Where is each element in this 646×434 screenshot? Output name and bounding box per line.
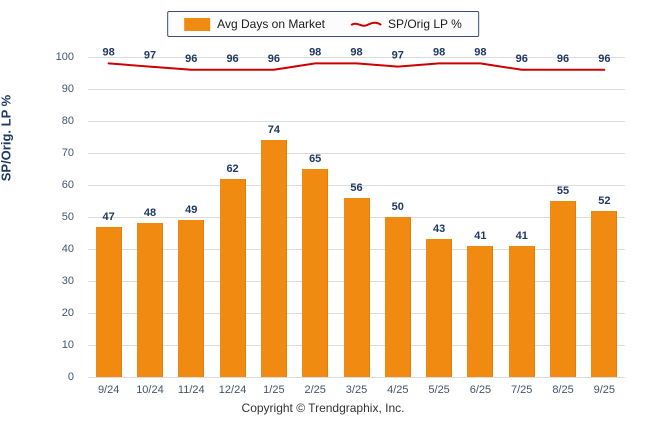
y-tick-label: 90 bbox=[61, 83, 74, 95]
bar-10/24 bbox=[136, 223, 163, 377]
bar-value-label: 52 bbox=[598, 194, 611, 207]
bar-4/25 bbox=[384, 217, 411, 377]
gridline bbox=[88, 121, 625, 122]
x-tick-label: 3/25 bbox=[345, 384, 368, 396]
bar-value-label: 56 bbox=[350, 181, 363, 194]
y-tick-label: 10 bbox=[61, 339, 74, 351]
y-axis: 0 10 20 30 40 50 60 70 80 90 100 bbox=[40, 51, 82, 383]
gridline bbox=[88, 377, 625, 378]
bar-6/25 bbox=[467, 245, 494, 377]
bar-1/25 bbox=[260, 140, 287, 377]
line-value-label: 98 bbox=[433, 46, 445, 58]
bar-9/24 bbox=[95, 226, 122, 377]
line-value-label: 96 bbox=[516, 53, 528, 65]
bar-12/24 bbox=[219, 178, 246, 377]
line-value-label: 96 bbox=[598, 53, 610, 65]
x-tick-label: 6/25 bbox=[469, 384, 492, 396]
x-tick-label: 9/24 bbox=[97, 384, 120, 396]
bar-11/24 bbox=[178, 220, 205, 377]
x-tick-label: 5/25 bbox=[428, 384, 450, 396]
x-tick-label: 12/24 bbox=[218, 384, 247, 396]
line-value-label: 98 bbox=[474, 46, 486, 58]
x-tick-label: 11/24 bbox=[177, 384, 205, 396]
y-tick-label: 0 bbox=[67, 371, 74, 383]
y-tick-label: 40 bbox=[61, 243, 74, 255]
line-value-label: 96 bbox=[268, 53, 280, 65]
legend-bar-label: Avg Days on Market bbox=[217, 17, 326, 31]
bar-value-label: 62 bbox=[226, 162, 239, 175]
legend-line-label: SP/Orig LP % bbox=[388, 17, 462, 31]
bar-value-label: 47 bbox=[102, 210, 115, 223]
bar-value-label: 43 bbox=[432, 223, 446, 236]
bar-swatch-icon bbox=[184, 17, 211, 31]
x-tick-label: 4/25 bbox=[387, 384, 409, 396]
legend: Avg Days on Market SP/Orig LP % bbox=[167, 11, 479, 37]
bar-9/25 bbox=[591, 210, 618, 377]
y-tick-label: 80 bbox=[61, 115, 74, 127]
gridline bbox=[88, 89, 625, 90]
bar-value-label: 55 bbox=[556, 185, 570, 197]
line-value-label: 97 bbox=[392, 50, 404, 62]
y-axis-title: SP/Orig. LP % bbox=[0, 94, 14, 182]
y-tick-label: 60 bbox=[61, 179, 74, 191]
x-tick-label: 9/25 bbox=[593, 384, 616, 396]
plot-area: 47 9/24 48 10/24 49 11/24 62 12/24 74 1/25 65 2/25 5… bbox=[88, 46, 625, 396]
y-tick-label: 20 bbox=[61, 307, 74, 319]
trend-line-layer: 98 97 96 96 96 98 98 97 98 98 96 96 96 bbox=[103, 46, 610, 71]
line-value-label: 97 bbox=[144, 50, 156, 62]
trend-line bbox=[107, 62, 606, 71]
bar-value-label: 41 bbox=[474, 229, 487, 242]
line-value-label: 98 bbox=[350, 46, 362, 58]
x-tick-label: 1/25 bbox=[263, 384, 285, 396]
bar-value-label: 74 bbox=[267, 124, 280, 137]
line-value-label: 96 bbox=[557, 53, 569, 65]
line-value-label: 96 bbox=[226, 53, 238, 65]
x-tick-label: 2/25 bbox=[304, 384, 326, 396]
bar-value-label: 41 bbox=[515, 229, 528, 242]
bar-value-label: 49 bbox=[185, 204, 198, 217]
legend-item-bar: Avg Days on Market bbox=[184, 17, 325, 31]
gridline bbox=[88, 153, 625, 154]
bar-5/25 bbox=[426, 239, 453, 377]
bar-2/25 bbox=[302, 169, 329, 377]
line-value-label: 98 bbox=[103, 46, 115, 58]
gridline bbox=[88, 57, 625, 58]
bar-8/25 bbox=[550, 201, 577, 377]
x-tick-label: 7/25 bbox=[511, 384, 533, 396]
y-tick-label: 50 bbox=[61, 211, 74, 223]
line-value-label: 96 bbox=[185, 53, 197, 65]
bar-value-label: 50 bbox=[391, 201, 404, 213]
y-tick-label: 70 bbox=[61, 147, 74, 159]
x-tick-label: 10/24 bbox=[136, 384, 164, 396]
legend-item-line: SP/Orig LP % bbox=[350, 17, 462, 31]
copyright-text: Copyright © Trendgraphix, Inc. bbox=[241, 401, 405, 415]
bar-7/25 bbox=[508, 245, 535, 377]
y-tick-label: 100 bbox=[55, 51, 74, 63]
x-tick-label: 8/25 bbox=[552, 384, 574, 396]
bar-value-label: 65 bbox=[309, 153, 322, 165]
line-swatch-icon bbox=[350, 18, 382, 30]
line-value-label: 98 bbox=[309, 46, 321, 58]
y-tick-label: 30 bbox=[61, 275, 74, 287]
gridline bbox=[88, 185, 625, 186]
bar-3/25 bbox=[343, 197, 370, 377]
bar-value-label: 48 bbox=[143, 207, 157, 220]
